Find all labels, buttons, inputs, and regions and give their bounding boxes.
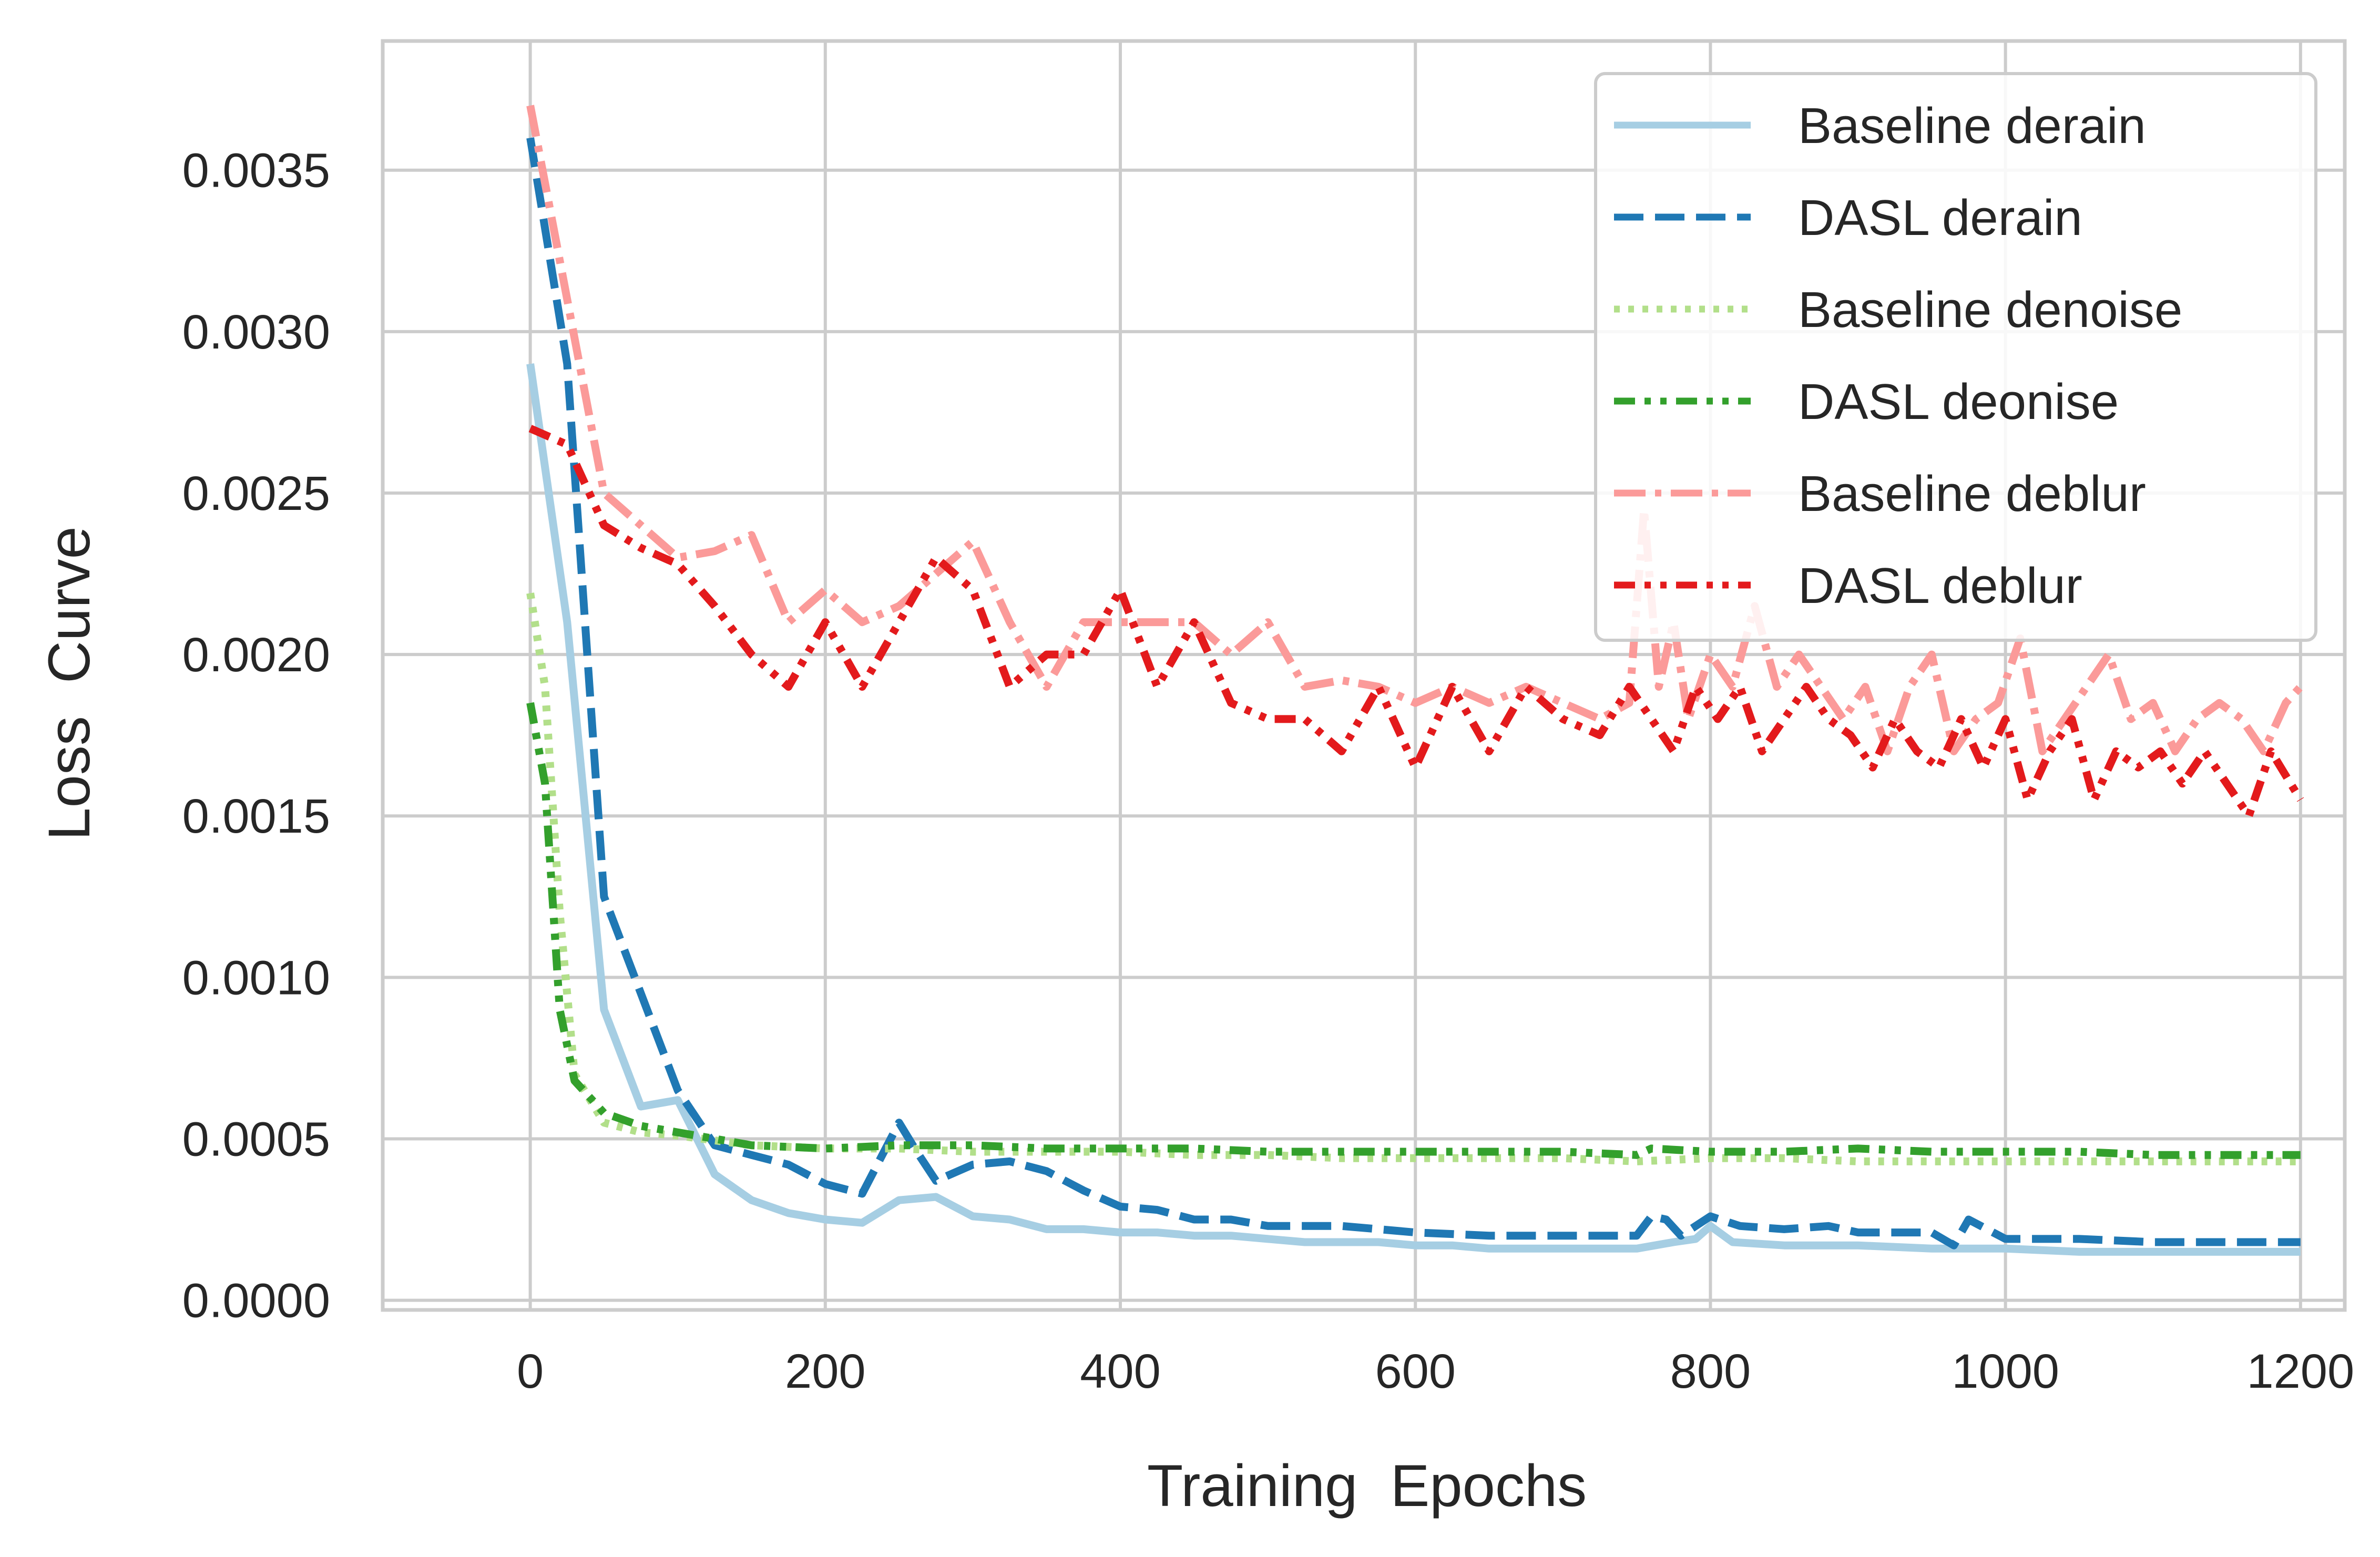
legend: Baseline derain DASL derain Baseline denoi…: [1594, 72, 2317, 642]
legend-box: [1594, 72, 2317, 642]
y-tick-label: 0.0025: [182, 467, 330, 520]
x-tick-label: 0: [517, 1345, 544, 1398]
legend-label: DASL derain: [1798, 190, 2082, 246]
legend-label: DASL deblur: [1798, 558, 2082, 614]
legend-label: Baseline denoise: [1798, 282, 2182, 338]
y-axis-ticks: 0.0000 0.0005 0.0010 0.0015 0.0020 0.0025 0.00…: [182, 144, 330, 1328]
legend-label: DASL deonise: [1798, 374, 2119, 430]
x-tick-label: 200: [785, 1345, 866, 1398]
legend-item-baseline-denoise: Baseline denoise: [1614, 282, 2182, 338]
series-line-baseline-derain: [526, 363, 2301, 1256]
legend-label: Baseline deblur: [1798, 466, 2146, 522]
y-tick-label: 0.0000: [182, 1274, 330, 1328]
x-axis-label: Training Epochs: [1147, 1453, 1587, 1519]
plot-frame: [381, 39, 2347, 1312]
y-tick-label: 0.0030: [182, 305, 330, 359]
legend-item-dasl-deblur: DASL deblur: [1614, 558, 2082, 614]
x-tick-label: 400: [1080, 1345, 1161, 1398]
legend-item-dasl-deonise: DASL deonise: [1614, 374, 2119, 430]
series-line-dasl-deblur: [528, 425, 2304, 820]
x-tick-label: 600: [1375, 1345, 1456, 1398]
legend-item-dasl-derain: DASL derain: [1614, 190, 2082, 246]
legend-item-baseline-deblur: Baseline deblur: [1614, 466, 2146, 522]
y-tick-label: 0.0015: [182, 790, 330, 843]
x-tick-label: 1200: [2246, 1345, 2354, 1398]
legend-items: Baseline derain DASL derain Baseline denoi…: [1614, 98, 2182, 614]
legend-item-baseline-derain: Baseline derain: [1614, 98, 2146, 154]
x-axis-ticks: 0 200 400 600 800 1000 1200: [517, 1345, 2354, 1398]
y-tick-label: 0.0035: [182, 144, 330, 198]
series-line-dasl-derain: [526, 137, 2301, 1249]
x-tick-label: 1000: [1952, 1345, 2059, 1398]
legend-label: Baseline derain: [1798, 98, 2146, 154]
y-axis-label: Loss Curve: [36, 526, 102, 841]
series-lines: [526, 105, 2304, 1256]
y-tick-label: 0.0010: [182, 951, 330, 1005]
y-tick-label: 0.0005: [182, 1112, 330, 1166]
x-tick-label: 800: [1670, 1345, 1751, 1398]
y-tick-label: 0.0020: [182, 628, 330, 682]
